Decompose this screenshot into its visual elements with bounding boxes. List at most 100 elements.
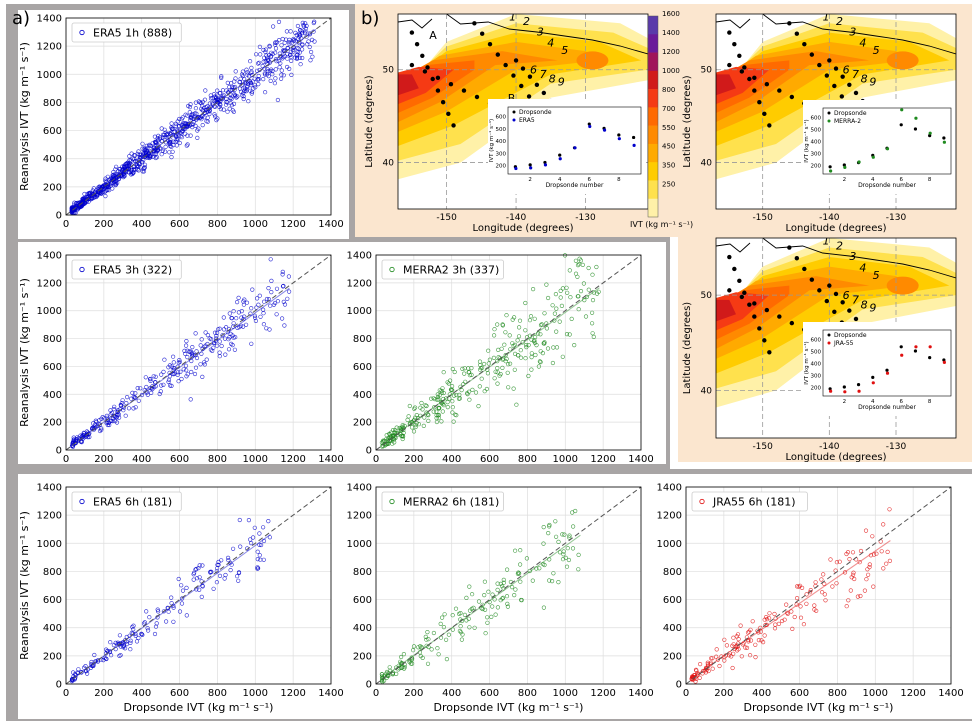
data-point: [225, 80, 230, 85]
data-point: [181, 367, 186, 372]
x-tick-label: 800: [208, 219, 227, 230]
data-point: [444, 656, 450, 662]
data-point: [264, 53, 269, 58]
data-point: [447, 396, 452, 401]
inset-dropsonde-point: [942, 358, 946, 362]
data-point: [202, 97, 208, 102]
data-point: [306, 39, 311, 44]
lon-tick-label: -130: [575, 213, 596, 223]
data-point: [209, 337, 214, 342]
data-point: [717, 663, 722, 669]
data-point: [140, 632, 145, 638]
colorbar-tick: 250: [662, 181, 675, 189]
data-point: [469, 372, 474, 378]
inset-reanalysis-point: [573, 146, 577, 150]
data-point: [855, 594, 861, 599]
data-point: [121, 408, 126, 413]
data-point: [480, 606, 485, 612]
data-point: [307, 44, 312, 50]
inset-x-tick: 2: [843, 177, 847, 183]
data-point: [808, 587, 813, 593]
sonde-number: 9: [558, 76, 565, 89]
data-point: [493, 369, 498, 374]
sc-jra55-6h: 00 200 200 400 400 600 600 800 800 1000 1000 1200 12…: [657, 474, 972, 719]
x-tick-label: 0: [63, 219, 69, 230]
data-point: [231, 324, 236, 329]
data-point: [449, 387, 454, 393]
dropsonde-dot: [747, 76, 752, 82]
data-point: [499, 346, 504, 351]
data-point: [276, 19, 282, 25]
y-tick-label: 800: [43, 98, 62, 109]
data-point: [848, 588, 853, 593]
dropsonde-dot: [832, 309, 837, 315]
data-point: [105, 422, 110, 428]
data-point: [136, 164, 141, 169]
data-point: [234, 316, 239, 321]
data-point: [112, 404, 117, 409]
colorbar: 250 350 450 550 700 800 1000 1200 1400 1600 IVT (k…: [630, 10, 693, 229]
data-point: [763, 622, 768, 628]
inset-dropsonde-point: [856, 383, 861, 387]
dropsonde-dot: [794, 256, 800, 261]
data-point: [242, 314, 247, 319]
legend-label: MERRA2 6h (181): [403, 496, 499, 509]
map-frame: [715, 13, 957, 210]
sonde-number: 8: [861, 298, 868, 311]
data-point: [122, 646, 128, 651]
data-point: [273, 67, 278, 72]
data-point: [762, 633, 767, 638]
data-point: [161, 609, 166, 614]
data-point: [228, 95, 233, 100]
data-point: [120, 640, 126, 645]
data-point: [74, 201, 79, 206]
data-point: [486, 589, 491, 594]
data-point: [110, 419, 115, 424]
data-point: [115, 640, 120, 645]
dropsonde-dot: [767, 350, 772, 355]
colorbar-tick: 1600: [662, 10, 680, 18]
data-point: [231, 101, 237, 106]
data-point: [295, 52, 300, 57]
data-point: [482, 592, 487, 598]
inset-reanalysis-point: [588, 124, 592, 129]
data-point: [532, 316, 537, 321]
data-point: [185, 133, 190, 138]
data-point: [90, 188, 95, 193]
y-tick-label: 400: [663, 623, 682, 634]
data-point: [198, 115, 203, 120]
x-tick-label: 0: [63, 454, 69, 465]
data-point: [140, 169, 145, 174]
y-tick-label: 1200: [347, 278, 372, 289]
data-point: [241, 302, 246, 307]
data-point: [191, 112, 196, 117]
dropsonde-dot: [839, 94, 845, 99]
data-point: [273, 57, 279, 62]
data-point: [445, 405, 450, 410]
sonde-number: 6: [530, 63, 537, 76]
data-point: [91, 186, 96, 191]
data-point: [505, 601, 510, 607]
data-point: [113, 167, 118, 172]
data-point: [311, 20, 316, 26]
y-tick-label: 1200: [37, 42, 62, 53]
y-tick-label: 1000: [657, 539, 682, 550]
inset-reanalysis-point: [928, 345, 932, 349]
data-point: [233, 69, 238, 74]
inset-dropsonde-point: [828, 387, 832, 391]
data-point: [130, 631, 135, 636]
data-point: [846, 598, 851, 603]
data-point: [214, 569, 219, 574]
data-point: [564, 332, 570, 337]
data-point: [188, 397, 193, 402]
data-point: [857, 560, 862, 565]
dropsonde-dot: [840, 74, 845, 79]
data-point: [264, 296, 270, 302]
one-to-one-line: [65, 486, 332, 685]
sonde-number: 8: [861, 73, 868, 86]
inset-y-tick: 600: [811, 338, 822, 344]
data-point: [281, 299, 286, 305]
data-point: [868, 553, 874, 558]
data-point: [107, 422, 112, 428]
